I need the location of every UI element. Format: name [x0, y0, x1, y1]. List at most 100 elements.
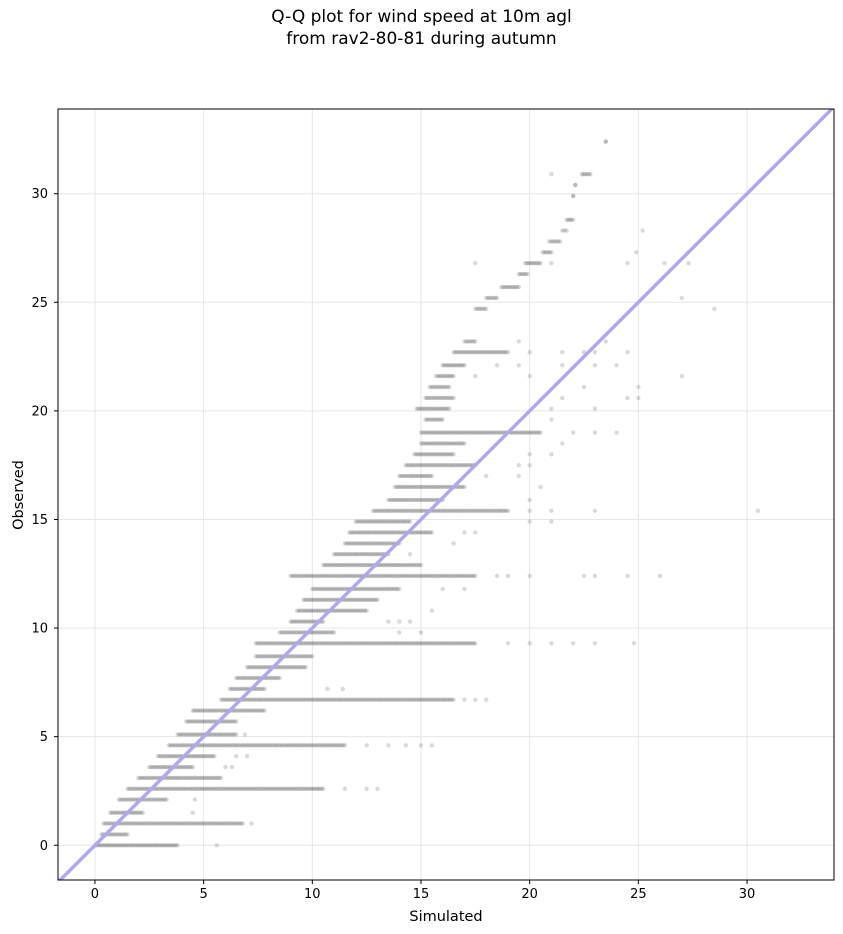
data-point	[457, 463, 462, 468]
data-point	[540, 250, 545, 255]
data-point	[462, 697, 467, 702]
data-point	[502, 350, 507, 355]
data-point	[467, 463, 473, 468]
data-point	[521, 271, 527, 277]
data-point	[312, 641, 318, 646]
data-point	[441, 452, 446, 457]
data-point	[199, 708, 204, 713]
data-point	[422, 473, 428, 479]
data-point	[417, 562, 422, 568]
x-tick-label: 20	[521, 887, 538, 902]
data-point	[103, 821, 108, 826]
data-point	[236, 743, 241, 748]
data-point	[178, 764, 183, 770]
data-point	[246, 675, 251, 681]
data-point	[386, 519, 392, 524]
data-point	[244, 786, 250, 791]
data-point	[170, 775, 175, 781]
data-point	[432, 395, 437, 401]
data-point	[272, 675, 277, 681]
data-point	[290, 743, 295, 748]
data-point	[396, 641, 401, 646]
data-point	[358, 641, 363, 646]
data-point	[369, 541, 374, 546]
data-point	[361, 608, 366, 613]
data-point	[422, 441, 427, 446]
data-point	[415, 573, 420, 579]
data-point	[283, 743, 288, 748]
data-point	[472, 430, 477, 435]
data-point	[404, 697, 409, 702]
data-point	[317, 630, 323, 635]
data-point	[164, 764, 169, 770]
reference-line	[58, 109, 834, 880]
data-point	[113, 843, 118, 848]
data-point	[516, 271, 521, 277]
data-point	[358, 519, 364, 524]
data-point	[474, 430, 479, 435]
data-point	[286, 641, 292, 646]
data-point	[291, 619, 297, 624]
data-point	[190, 708, 195, 713]
data-point	[469, 430, 474, 435]
data-point	[288, 743, 294, 748]
data-point	[229, 786, 234, 791]
data-point	[361, 552, 367, 557]
data-point	[486, 508, 491, 513]
data-point	[340, 608, 345, 613]
data-point	[375, 597, 380, 602]
data-point	[373, 597, 378, 602]
data-point	[311, 586, 317, 592]
data-point	[427, 641, 433, 646]
data-point	[418, 508, 423, 513]
data-point	[116, 810, 121, 815]
data-point	[240, 821, 245, 826]
data-point	[426, 417, 431, 422]
data-point	[657, 573, 663, 579]
data-point	[376, 541, 381, 546]
data-point	[310, 786, 315, 791]
data-point	[171, 743, 177, 748]
data-point	[148, 775, 153, 781]
data-point	[448, 363, 454, 368]
data-point	[383, 586, 388, 592]
data-point	[207, 754, 212, 759]
data-point	[372, 586, 378, 592]
data-point	[282, 665, 288, 670]
data-point	[395, 519, 401, 524]
data-point	[362, 586, 367, 592]
data-point	[286, 697, 291, 702]
data-point	[516, 339, 521, 344]
data-point	[421, 508, 427, 513]
data-point	[178, 732, 184, 737]
data-point	[205, 821, 211, 826]
data-point	[141, 775, 146, 781]
data-point	[686, 261, 691, 266]
data-point	[176, 821, 181, 826]
data-point	[354, 608, 359, 613]
data-point	[258, 654, 264, 659]
data-point	[217, 786, 222, 791]
data-point	[393, 519, 399, 524]
data-point	[166, 754, 171, 759]
data-point	[441, 484, 446, 490]
data-point	[269, 743, 274, 748]
data-point	[325, 743, 330, 748]
data-point	[276, 697, 281, 702]
data-point	[120, 810, 125, 815]
data-point	[223, 764, 228, 770]
data-point	[399, 573, 405, 579]
data-point	[405, 473, 410, 479]
data-point	[113, 832, 118, 837]
data-point	[303, 619, 309, 624]
data-point	[354, 573, 359, 579]
data-point	[159, 764, 164, 770]
data-point	[460, 441, 465, 446]
data-point	[357, 530, 362, 535]
data-point	[408, 562, 413, 568]
data-point	[495, 430, 500, 435]
data-point	[462, 508, 467, 513]
data-point	[398, 641, 403, 646]
data-point	[208, 754, 214, 759]
data-point	[552, 239, 557, 244]
